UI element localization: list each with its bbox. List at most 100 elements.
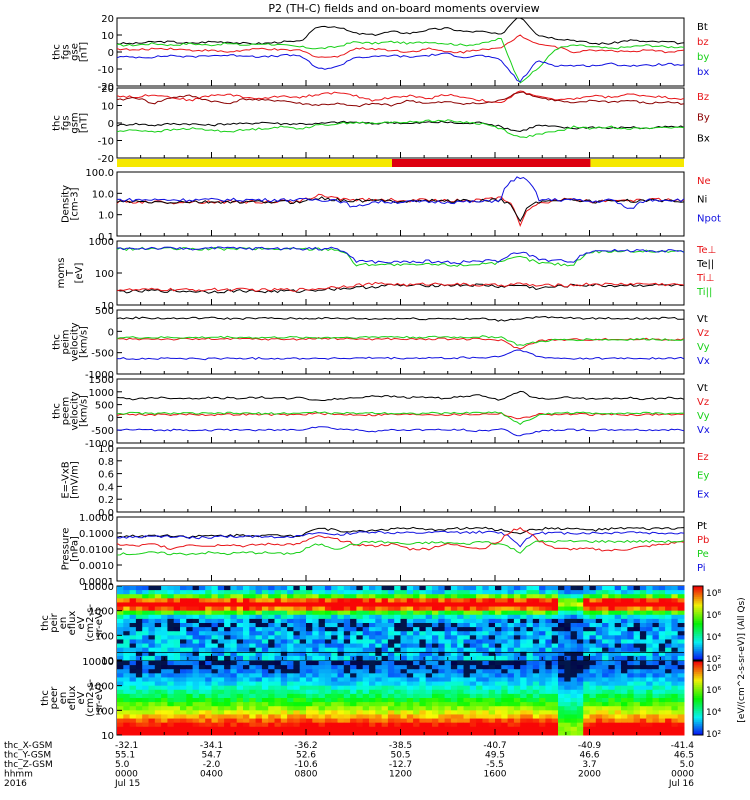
- colorbar-cell: [693, 635, 703, 639]
- spectrogram-cell: [627, 730, 635, 736]
- spectrogram-cell: [249, 685, 257, 691]
- spectrogram-cell: [595, 726, 603, 732]
- spectrogram-cell: [331, 726, 338, 732]
- spectrogram-cell: [148, 730, 156, 736]
- spectrogram-cell: [532, 594, 540, 599]
- spectrogram-cell: [608, 602, 616, 608]
- y-tick-label: 1000: [89, 237, 114, 248]
- spectrogram-cell: [608, 673, 616, 678]
- spectrogram-cell: [507, 598, 515, 603]
- spectrogram-cell: [268, 693, 275, 699]
- spectrogram-cell: [482, 718, 490, 724]
- spectrogram-cell: [419, 661, 427, 666]
- spectrogram-cell: [230, 661, 238, 666]
- spectrogram-cell: [324, 610, 332, 616]
- spectrogram-cell: [595, 665, 603, 670]
- spectrogram-cell: [331, 647, 338, 653]
- spectrogram-cell: [545, 714, 553, 720]
- spectrogram-cell: [595, 643, 603, 649]
- spectrogram-cell: [507, 726, 515, 732]
- spectrogram-cell: [362, 726, 370, 732]
- spectrogram-cell: [400, 685, 408, 691]
- spectrogram-cell: [186, 669, 194, 674]
- spectrogram-cell: [198, 631, 206, 636]
- spectrogram-cell: [236, 606, 244, 612]
- spectrogram-cell: [337, 730, 345, 736]
- spectrogram-cell: [482, 726, 490, 732]
- y-tick-label: 1000: [89, 607, 114, 618]
- spectrogram-cell: [255, 618, 263, 624]
- spectrogram-cell: [476, 635, 483, 640]
- spectrogram-cell: [324, 661, 332, 666]
- colorbar-cell: [693, 690, 703, 693]
- spectrogram-cell: [658, 726, 666, 732]
- spectrogram-cell: [482, 685, 490, 691]
- spectrogram-cell: [369, 639, 376, 645]
- spectrogram-cell: [558, 643, 565, 649]
- series-line-Vt: [116, 390, 685, 401]
- spectrogram-cell: [564, 685, 572, 691]
- spectrogram-cell: [268, 710, 275, 715]
- spectrogram-cell: [306, 639, 313, 645]
- spectrogram-cell: [526, 606, 534, 612]
- spectrogram-cell: [161, 639, 168, 645]
- spectrogram-cell: [570, 594, 578, 599]
- spectrogram-cell: [381, 689, 389, 695]
- spectrogram-cell: [350, 627, 357, 632]
- spectrogram-cell: [526, 614, 534, 620]
- spectrogram-cell: [614, 661, 622, 666]
- spectrogram-cell: [633, 669, 641, 674]
- spectrogram-cell: [677, 598, 685, 603]
- spectrogram-cell: [236, 689, 244, 695]
- spectrogram-cell: [337, 714, 345, 720]
- spectrogram-cell: [274, 606, 282, 612]
- spectrogram-cell: [419, 730, 427, 736]
- spectrogram-cell: [589, 685, 597, 691]
- spectrogram-cell: [268, 661, 275, 666]
- spectrogram-cell: [299, 594, 307, 599]
- spectrogram-cell: [520, 606, 527, 612]
- spectrogram-cell: [268, 602, 275, 608]
- spectrogram-cell: [633, 602, 641, 608]
- spectrogram-cell: [369, 586, 376, 591]
- spectrogram-cell: [495, 698, 502, 703]
- spectrogram-cell: [419, 614, 427, 620]
- spectrogram-cell: [646, 606, 653, 612]
- spectrogram-cell: [608, 627, 616, 632]
- spectrogram-cell: [306, 661, 313, 666]
- spectrogram-cell: [255, 689, 263, 695]
- spectrogram-cell: [154, 623, 162, 628]
- spectrogram-cell: [469, 639, 477, 645]
- spectrogram-cell: [255, 677, 263, 683]
- spectrogram-cell: [167, 606, 175, 612]
- spectrogram-cell: [192, 685, 200, 691]
- spectrogram-cell: [186, 594, 194, 599]
- spectrogram-cell: [331, 698, 338, 703]
- spectrogram-cell: [224, 665, 231, 670]
- spectrogram-cell: [419, 681, 427, 687]
- spectrogram-cell: [501, 590, 509, 595]
- spectrogram-cell: [432, 706, 439, 711]
- spectrogram-cell: [117, 627, 124, 632]
- spectrogram-cell: [299, 647, 307, 653]
- spectrogram-cell: [564, 623, 572, 628]
- spectrogram-cell: [444, 647, 452, 653]
- spectrogram-cell: [476, 698, 483, 703]
- spectrogram-cell: [513, 665, 521, 670]
- y-tick-label: 100: [95, 269, 114, 280]
- spectrogram-cell: [671, 722, 679, 728]
- spectrogram-cell: [526, 598, 534, 603]
- spectrogram-cell: [658, 594, 666, 599]
- spectrogram-cell: [362, 586, 370, 591]
- spectrogram-cell: [652, 635, 660, 640]
- spectrogram-cell: [602, 681, 609, 687]
- spectrogram-cell: [287, 714, 294, 720]
- spectrogram-cell: [324, 586, 332, 591]
- spectrogram-cell: [217, 665, 225, 670]
- spectrogram-cell: [224, 614, 231, 620]
- spectrogram-cell: [161, 722, 168, 728]
- spectrogram-cell: [570, 631, 578, 636]
- spectrogram-cell: [507, 639, 515, 645]
- spectrogram-cell: [375, 590, 383, 595]
- spectrogram-cell: [161, 714, 168, 720]
